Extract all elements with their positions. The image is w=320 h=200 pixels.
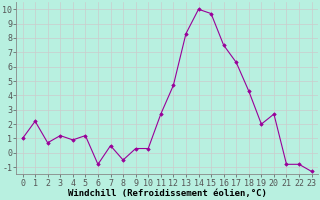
X-axis label: Windchill (Refroidissement éolien,°C): Windchill (Refroidissement éolien,°C) (68, 189, 267, 198)
